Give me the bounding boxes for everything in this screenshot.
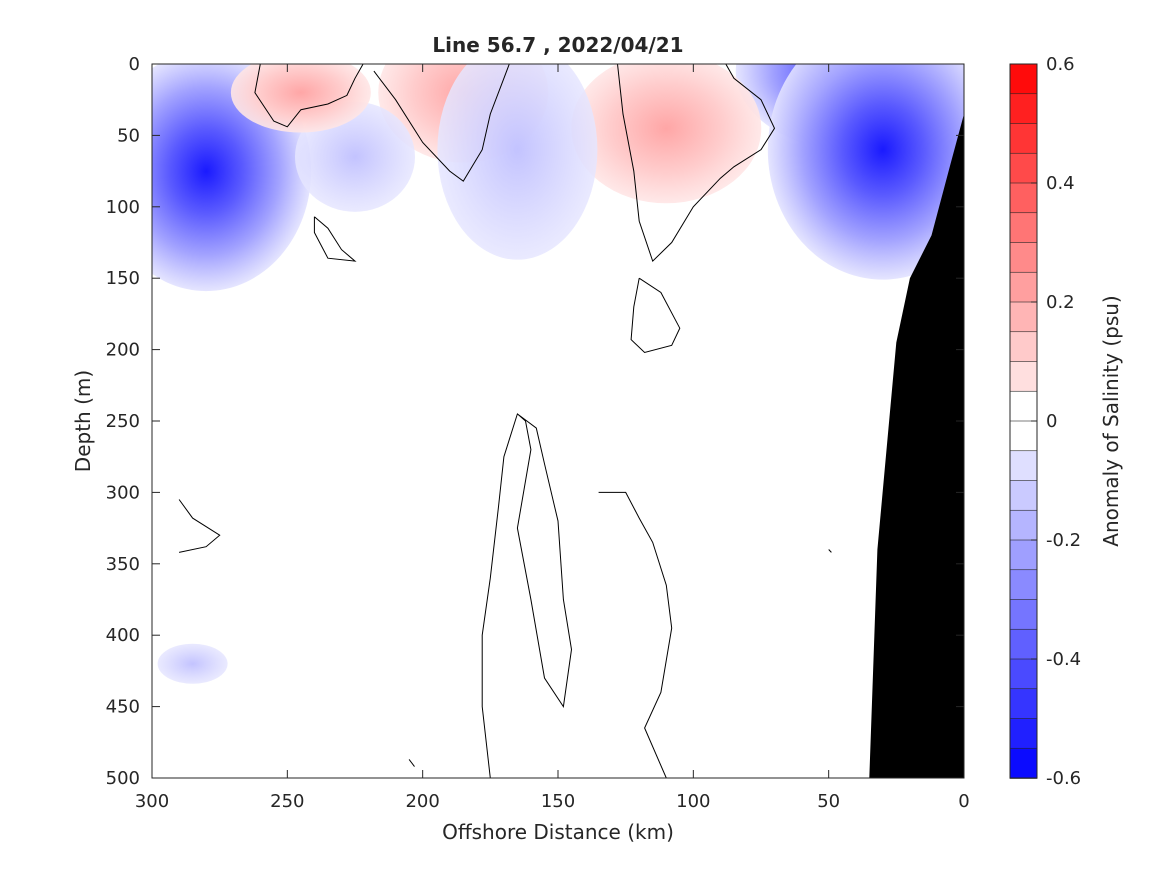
- x-axis-label: Offshore Distance (km): [442, 820, 674, 844]
- x-axis-ticks: 300 250 200 150 100 50 0: [135, 64, 970, 812]
- colorbar-swatch: [1009, 63, 1038, 95]
- plot-frame: [151, 63, 965, 779]
- colorbar-swatch: [1009, 718, 1038, 750]
- y-tick-label: 500: [106, 768, 140, 789]
- y-tick-label: 100: [106, 197, 140, 218]
- y-tick-label: 0: [129, 54, 140, 75]
- colorbar-swatch: [1009, 123, 1038, 155]
- zero-contour: [254, 64, 364, 128]
- anomaly-patch: [767, 64, 964, 280]
- colorbar-tick-label: 0.6: [1046, 54, 1075, 75]
- zero-contour-lines: [178, 64, 832, 778]
- y-tick-label: 250: [106, 411, 140, 432]
- x-tick-label: 100: [676, 791, 710, 812]
- colorbar-swatch: [1009, 450, 1038, 482]
- colorbar-swatch: [1009, 509, 1038, 541]
- y-tick-label: 450: [106, 697, 140, 718]
- colorbar-swatch: [1009, 271, 1038, 303]
- zero-contour: [373, 64, 510, 182]
- colorbar-tick-label: -0.2: [1046, 530, 1081, 551]
- colorbar-swatch: [1009, 182, 1038, 214]
- colorbar-swatch: [1009, 658, 1038, 690]
- colorbar-swatch: [1009, 152, 1038, 184]
- colorbar-swatch: [1009, 212, 1038, 244]
- colorbar-swatch: [1009, 599, 1038, 631]
- anomaly-patch: [571, 64, 762, 204]
- y-axis-ticks: 0 50 100 150 200 250 300 350 400 450 500: [106, 54, 964, 789]
- colorbar-swatch: [1009, 301, 1038, 333]
- colorbar-tick-label: 0.2: [1046, 292, 1075, 313]
- zero-contour: [617, 64, 776, 263]
- chart-title: Line 56.7 , 2022/04/21: [432, 33, 683, 57]
- zero-contour: [828, 549, 832, 553]
- x-tick-label: 150: [541, 791, 575, 812]
- colorbar-tick-label: -0.6: [1046, 768, 1081, 789]
- colorbar-swatch: [1009, 331, 1038, 363]
- colorbar-swatch: [1009, 93, 1038, 125]
- x-tick-label: 50: [817, 791, 840, 812]
- colorbar-swatch: [1009, 420, 1038, 452]
- y-tick-label: 50: [117, 125, 140, 146]
- salinity-anomaly-field: [152, 64, 964, 684]
- zero-contour: [630, 277, 681, 354]
- colorbar-swatch: [1009, 242, 1038, 274]
- x-tick-label: 0: [958, 791, 969, 812]
- x-tick-label: 200: [405, 791, 439, 812]
- zero-contour: [313, 216, 357, 262]
- colorbar-label: Anomaly of Salinity (psu): [1099, 295, 1123, 546]
- colorbar: 0.6 0.4 0.2 0 -0.2 -0.4 -0.6: [1009, 54, 1081, 789]
- x-tick-label: 250: [270, 791, 304, 812]
- colorbar-swatches: [1009, 63, 1038, 779]
- colorbar-swatch: [1009, 390, 1038, 422]
- colorbar-tick-label: 0.4: [1046, 173, 1075, 194]
- anomaly-patch: [157, 643, 228, 684]
- colorbar-swatch: [1009, 628, 1038, 660]
- colorbar-tick-label: -0.4: [1046, 649, 1081, 670]
- colorbar-swatch: [1009, 747, 1038, 779]
- zero-contour: [178, 499, 221, 553]
- anomaly-patch: [437, 64, 598, 260]
- colorbar-tick-label: 0: [1046, 411, 1057, 432]
- colorbar-swatch: [1009, 539, 1038, 571]
- x-tick-label: 300: [135, 791, 169, 812]
- zero-contour: [598, 491, 673, 778]
- colorbar-swatch: [1009, 688, 1038, 720]
- plot-area: 300 250 200 150 100 50 0 050100150200250300350…: [106, 54, 970, 812]
- y-tick-label: 150: [106, 268, 140, 289]
- y-axis-label: Depth (m): [71, 370, 95, 472]
- colorbar-swatch: [1009, 480, 1038, 512]
- colorbar-swatch: [1009, 361, 1038, 393]
- seafloor-mask: [869, 114, 964, 778]
- zero-contour: [481, 413, 573, 778]
- y-tick-label: 200: [106, 340, 140, 361]
- y-tick-label: 350: [106, 554, 140, 575]
- zero-contour: [408, 759, 415, 767]
- colorbar-ticks: 0.6 0.4 0.2 0 -0.2 -0.4 -0.6: [1031, 54, 1081, 789]
- anomaly-patch: [230, 64, 371, 133]
- y-tick-label: 400: [106, 625, 140, 646]
- colorbar-swatch: [1009, 569, 1038, 601]
- y-tick-label: 300: [106, 482, 140, 503]
